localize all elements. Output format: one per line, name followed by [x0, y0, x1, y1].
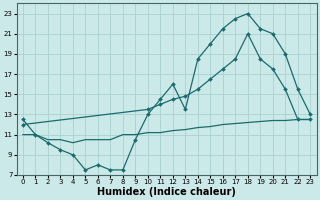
- X-axis label: Humidex (Indice chaleur): Humidex (Indice chaleur): [97, 187, 236, 197]
